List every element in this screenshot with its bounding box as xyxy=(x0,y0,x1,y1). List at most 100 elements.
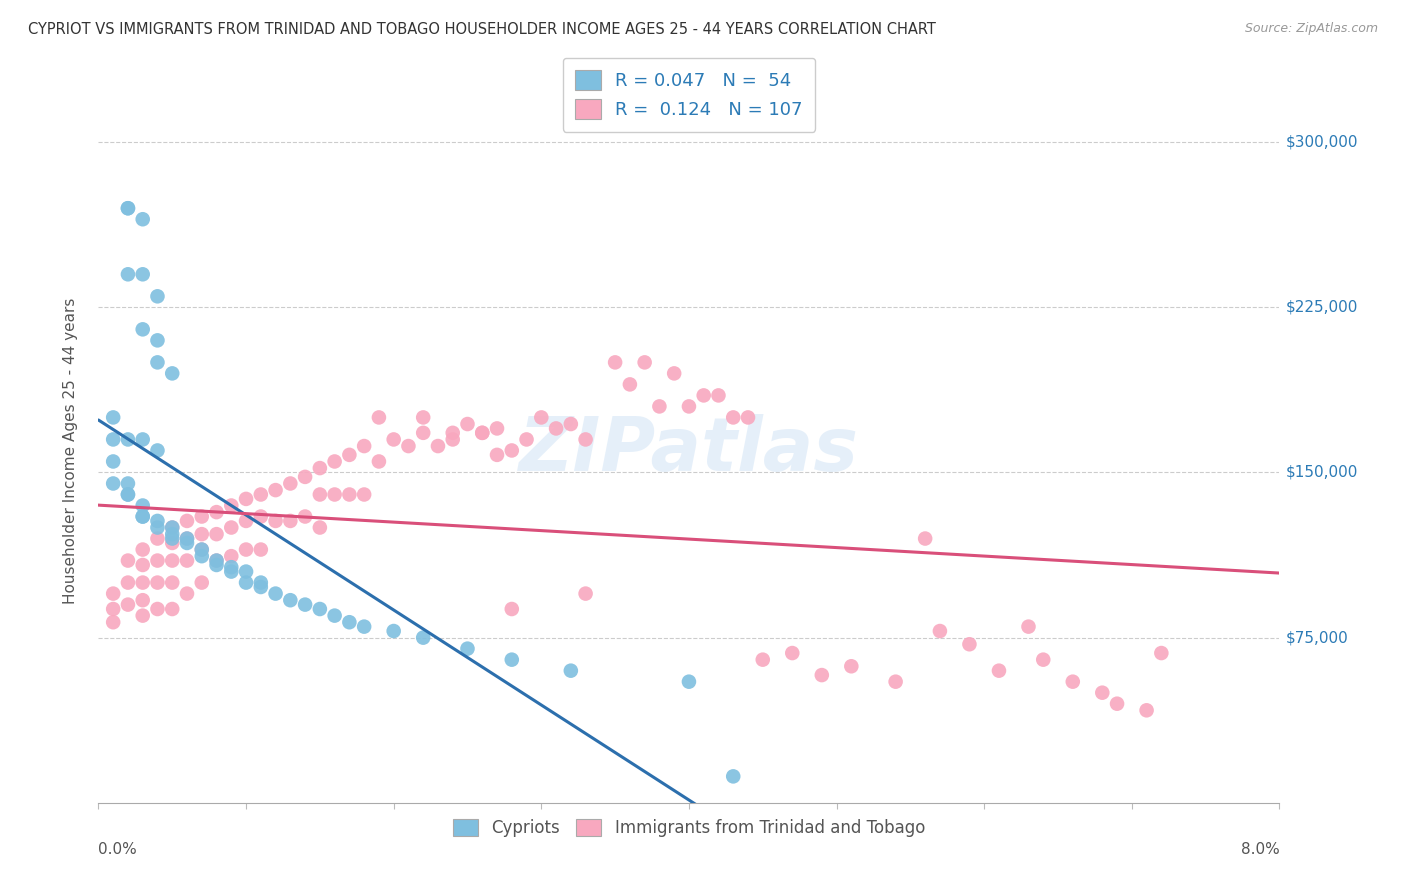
Point xyxy=(162,553,183,567)
Point xyxy=(634,355,657,369)
Point xyxy=(250,580,273,594)
Point xyxy=(929,624,952,638)
Point xyxy=(382,433,405,447)
Point xyxy=(280,514,302,528)
Point xyxy=(176,536,198,550)
Point xyxy=(486,448,509,462)
Point xyxy=(162,527,183,541)
Point xyxy=(1091,686,1114,700)
Point xyxy=(457,641,479,656)
Point xyxy=(162,367,183,381)
Legend: Cypriots, Immigrants from Trinidad and Tobago: Cypriots, Immigrants from Trinidad and T… xyxy=(446,813,932,844)
Point xyxy=(339,487,361,501)
Point xyxy=(176,532,198,546)
Point xyxy=(132,593,155,607)
Point xyxy=(1018,619,1040,633)
Point xyxy=(678,400,700,414)
Point xyxy=(560,664,582,678)
Point xyxy=(294,598,316,612)
Point xyxy=(264,483,287,497)
Point xyxy=(501,653,523,667)
Point xyxy=(501,602,523,616)
Point xyxy=(103,615,125,630)
Point xyxy=(176,553,198,567)
Point xyxy=(132,509,155,524)
Text: $75,000: $75,000 xyxy=(1285,630,1348,645)
Point xyxy=(146,532,169,546)
Point xyxy=(988,664,1011,678)
Point xyxy=(162,520,183,534)
Point xyxy=(1107,697,1129,711)
Point xyxy=(1136,703,1159,717)
Point xyxy=(103,410,125,425)
Point xyxy=(264,586,287,600)
Point xyxy=(205,527,228,541)
Point xyxy=(117,553,139,567)
Point xyxy=(841,659,863,673)
Point xyxy=(280,593,302,607)
Point xyxy=(441,425,464,440)
Point xyxy=(162,532,183,546)
Point xyxy=(693,388,716,402)
Point xyxy=(1150,646,1173,660)
Point xyxy=(619,377,641,392)
Point xyxy=(132,558,155,572)
Point xyxy=(323,608,346,623)
Text: $300,000: $300,000 xyxy=(1285,135,1358,150)
Point xyxy=(605,355,627,369)
Point xyxy=(103,433,125,447)
Point xyxy=(117,201,139,215)
Point xyxy=(221,499,243,513)
Point xyxy=(382,624,405,638)
Point xyxy=(117,598,139,612)
Point xyxy=(1032,653,1054,667)
Point xyxy=(132,322,155,336)
Point xyxy=(353,619,375,633)
Point xyxy=(191,575,214,590)
Point xyxy=(264,514,287,528)
Point xyxy=(117,476,139,491)
Point xyxy=(146,443,169,458)
Point xyxy=(117,575,139,590)
Point xyxy=(412,631,434,645)
Point xyxy=(205,553,228,567)
Point xyxy=(457,417,479,431)
Point xyxy=(221,520,243,534)
Point xyxy=(339,448,361,462)
Point xyxy=(176,586,198,600)
Point xyxy=(471,425,494,440)
Point xyxy=(884,674,907,689)
Point xyxy=(752,653,775,667)
Point xyxy=(146,602,169,616)
Point xyxy=(412,425,434,440)
Point xyxy=(162,575,183,590)
Point xyxy=(191,549,214,564)
Point xyxy=(162,536,183,550)
Point xyxy=(132,212,155,227)
Point xyxy=(146,520,169,534)
Point xyxy=(103,586,125,600)
Point xyxy=(250,542,273,557)
Point xyxy=(323,454,346,468)
Point xyxy=(530,410,553,425)
Point xyxy=(280,476,302,491)
Text: Source: ZipAtlas.com: Source: ZipAtlas.com xyxy=(1244,22,1378,36)
Point xyxy=(309,602,332,616)
Point xyxy=(191,542,214,557)
Point xyxy=(707,388,730,402)
Point xyxy=(368,454,391,468)
Point xyxy=(235,514,257,528)
Point xyxy=(132,575,155,590)
Point xyxy=(132,542,155,557)
Point xyxy=(250,509,273,524)
Point xyxy=(412,410,434,425)
Point xyxy=(191,542,214,557)
Y-axis label: Householder Income Ages 25 - 44 years: Householder Income Ages 25 - 44 years xyxy=(63,297,77,604)
Point xyxy=(117,433,139,447)
Point xyxy=(235,575,257,590)
Text: 0.0%: 0.0% xyxy=(98,841,138,856)
Point xyxy=(546,421,568,435)
Text: 8.0%: 8.0% xyxy=(1240,841,1279,856)
Point xyxy=(117,487,139,501)
Point xyxy=(235,565,257,579)
